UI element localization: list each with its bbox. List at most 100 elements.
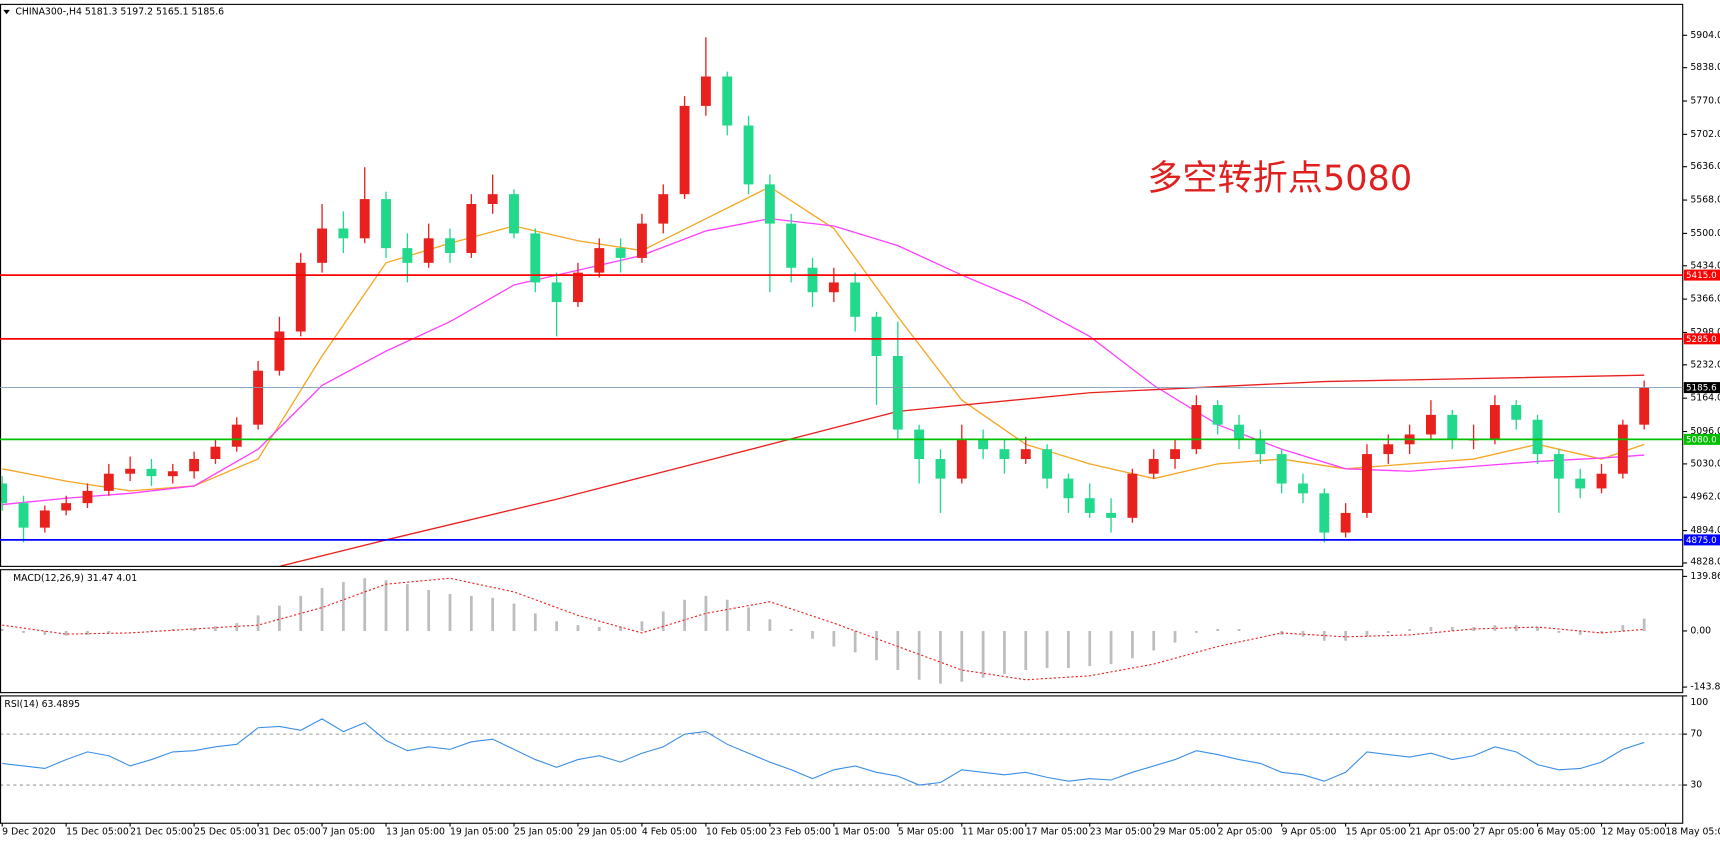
candle-body	[1575, 478, 1586, 489]
y-tick-label: 4962.0	[1690, 492, 1720, 503]
moving-average	[2, 186, 1645, 492]
candle-body	[764, 184, 775, 224]
candle-body	[1340, 512, 1351, 533]
y-tick-label: 5770.0	[1690, 95, 1720, 106]
x-tick-label: 25 Dec 05:00	[194, 827, 257, 838]
candle-body	[39, 510, 50, 528]
x-tick-label: 21 Apr 05:00	[1410, 827, 1471, 838]
y-tick-label: 5096.0	[1690, 426, 1720, 437]
price-label-box	[1683, 269, 1720, 281]
candle-body	[1255, 439, 1266, 455]
y-tick-label: 0.00	[1690, 625, 1711, 636]
candle-body	[210, 446, 221, 459]
y-tick-label: 4894.0	[1690, 525, 1720, 536]
macd-title: MACD(12,26,9) 31.47 4.01	[13, 573, 137, 584]
candle-body	[956, 439, 967, 479]
candle-body	[807, 267, 818, 293]
candle-body	[679, 105, 690, 195]
price-label: 5415.0	[1686, 271, 1717, 281]
candle-body	[530, 233, 541, 283]
y-tick-label: 5500.0	[1690, 228, 1720, 239]
x-tick-label: 2 Apr 05:00	[1218, 827, 1273, 838]
price-label: 5185.6	[1686, 384, 1717, 394]
x-tick-label: 25 Jan 05:00	[514, 827, 573, 838]
candle-body	[402, 248, 413, 263]
candle-body	[359, 199, 370, 239]
candle-body	[1212, 405, 1223, 425]
x-tick-label: 23 Feb 05:00	[770, 827, 831, 838]
panel-plot	[0, 37, 1650, 567]
panel-plot	[0, 577, 1646, 684]
candle-body	[1276, 454, 1287, 484]
y-tick-label: 5434.0	[1690, 260, 1720, 271]
candle-body	[487, 194, 498, 204]
x-tick-label: 21 Dec 05:00	[130, 827, 193, 838]
candle-body	[1553, 454, 1564, 479]
candle-body	[189, 458, 200, 472]
rsi-title: RSI(14) 63.4895	[4, 699, 80, 710]
x-tick-label: 15 Apr 05:00	[1346, 827, 1407, 838]
x-tick-label: 19 Jan 05:00	[450, 827, 509, 838]
candle-body	[381, 199, 391, 249]
candle-body	[146, 468, 157, 477]
x-tick-label: 5 Mar 05:00	[898, 827, 954, 838]
y-tick-label: 5702.0	[1690, 129, 1720, 140]
candle-body	[295, 262, 306, 332]
candle-body	[914, 429, 925, 459]
price-label: 5285.0	[1686, 335, 1717, 345]
chart-title: CHINA300-,H4 5181.3 5197.2 5165.1 5185.6	[15, 7, 224, 18]
candle-body	[317, 228, 327, 263]
x-tick-label: 13 Jan 05:00	[386, 827, 445, 838]
candle-body	[509, 194, 519, 234]
panel-frame	[0, 3, 1684, 567]
candle-body	[1639, 387, 1650, 425]
candle-body	[1596, 473, 1607, 489]
candle-body	[658, 194, 669, 224]
candle-body	[1298, 483, 1308, 494]
x-tick-label: 27 Apr 05:00	[1474, 827, 1535, 838]
candle-body	[1191, 405, 1202, 450]
price-label: 4875.0	[1686, 536, 1717, 546]
signal-line	[2, 577, 1645, 681]
y-tick-label: 5232.0	[1690, 359, 1720, 370]
candle-body	[1170, 449, 1180, 459]
y-tick-label: 5164.0	[1690, 393, 1720, 404]
candle-body	[594, 248, 605, 273]
candle-body	[445, 238, 455, 254]
candle-body	[615, 248, 626, 258]
candle-body	[61, 503, 72, 511]
candle-body	[722, 76, 733, 126]
candle-body	[423, 238, 434, 263]
x-tick-label: 12 May 05:00	[1602, 827, 1666, 838]
x-tick-label: 9 Dec 2020	[2, 827, 56, 838]
y-tick-label: 5030.0	[1690, 458, 1720, 469]
x-tick-label: 17 Mar 05:00	[1026, 827, 1088, 838]
candle-body	[18, 503, 29, 528]
y-tick-label: 4828.0	[1690, 556, 1720, 567]
candle-body	[1447, 414, 1458, 440]
candle-body	[1489, 405, 1500, 440]
x-tick-label: 31 Dec 05:00	[258, 827, 321, 838]
candle-body	[786, 223, 797, 268]
x-tick-label: 29 Jan 05:00	[578, 827, 637, 838]
candle-body	[1319, 493, 1330, 533]
candle-body	[935, 458, 946, 479]
candle-body	[892, 356, 903, 430]
y-tick-label: 5298.0	[1690, 327, 1720, 338]
candle-body	[1106, 512, 1117, 518]
candle-body	[1511, 405, 1522, 420]
candle-body	[1234, 424, 1244, 440]
candle-body	[1084, 498, 1095, 513]
candle-body	[103, 473, 114, 491]
x-tick-label: 11 Mar 05:00	[962, 827, 1024, 838]
menu-arrow	[3, 9, 10, 15]
price-label-box	[1683, 333, 1720, 345]
annotation: 多空转折点5080	[1147, 158, 1412, 199]
candle-body	[466, 203, 477, 254]
y-tick-label: 5904.0	[1690, 30, 1720, 41]
y-tick-label: 70	[1690, 729, 1702, 740]
price-label-box	[1683, 433, 1720, 445]
y-tick-label: 139.86	[1690, 571, 1720, 582]
candle-body	[231, 424, 242, 447]
